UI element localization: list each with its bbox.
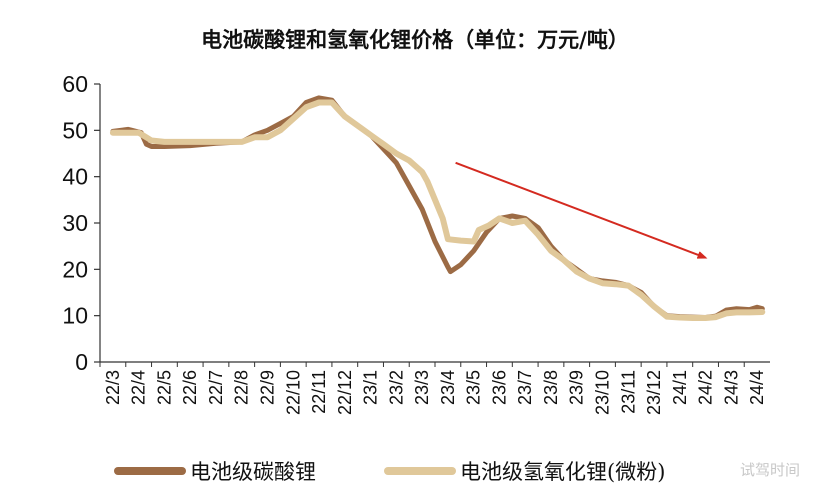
x-axis-ticks: 22/3 22/4 22/5 22/6 22/7 22/8 22/9 22/10 22/11 22…	[99, 362, 767, 415]
x-tick-label: 23/1	[361, 370, 381, 405]
x-tick-label: 22/5	[154, 370, 174, 405]
x-tick-label: 22/11	[309, 370, 329, 414]
x-tick-label: 23/11	[618, 370, 638, 414]
legend-label-carbonate: 电池级碳酸锂	[190, 460, 316, 484]
x-tick-label: 22/9	[258, 370, 278, 405]
x-tick-label: 22/4	[129, 370, 149, 405]
x-tick-label: 23/7	[515, 370, 535, 405]
y-tick-label: 60	[62, 71, 88, 97]
x-tick-label: 23/3	[412, 370, 432, 405]
series-layer	[109, 95, 766, 321]
watermark: 试驾时间	[740, 461, 800, 479]
x-tick-label: 23/10	[593, 370, 613, 415]
y-tick-label: 20	[62, 256, 88, 282]
y-tick-label: 50	[62, 117, 88, 143]
series-line-hydroxide	[109, 99, 766, 321]
y-tick-label: 40	[62, 164, 88, 190]
x-tick-label: 23/8	[541, 370, 561, 405]
y-tick-label: 10	[62, 303, 88, 329]
x-tick-label: 24/2	[696, 370, 716, 405]
y-axis-ticks: 0 10 20 30 40 50 60	[62, 71, 100, 375]
x-tick-label: 23/6	[489, 370, 509, 405]
y-tick-label: 30	[62, 210, 88, 236]
x-tick-label: 23/5	[464, 370, 484, 405]
x-tick-label: 22/8	[232, 370, 252, 405]
x-tick-label: 23/12	[644, 370, 664, 415]
chart-title: 电池碳酸锂和氢氧化锂价格（单位：万元/吨）	[201, 27, 629, 52]
x-tick-label: 22/12	[335, 370, 355, 415]
x-tick-label: 23/9	[567, 370, 587, 405]
x-tick-label: 23/2	[386, 370, 406, 405]
x-tick-label: 22/7	[206, 370, 226, 405]
x-tick-label: 24/4	[747, 370, 767, 405]
x-tick-label: 22/3	[103, 370, 123, 405]
x-tick-label: 24/1	[670, 370, 690, 405]
x-tick-label: 22/10	[283, 370, 303, 415]
x-tick-label: 22/6	[180, 370, 200, 405]
y-tick-label: 0	[75, 349, 88, 375]
x-tick-label: 24/3	[721, 370, 741, 405]
trend-arrow	[455, 161, 708, 259]
legend: 电池级碳酸锂 电池级氢氧化锂(微粉)	[114, 460, 665, 484]
x-tick-label: 23/4	[438, 370, 458, 405]
legend-label-hydroxide: 电池级氢氧化锂(微粉)	[460, 460, 665, 484]
